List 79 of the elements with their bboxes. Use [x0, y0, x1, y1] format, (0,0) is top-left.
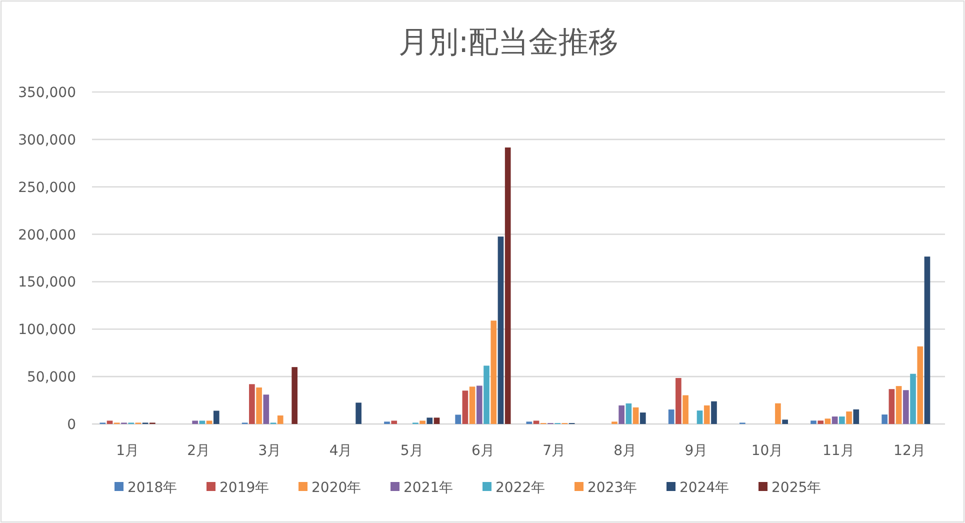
bar [206, 420, 212, 424]
bar [434, 418, 440, 424]
bar [391, 420, 398, 424]
bar [846, 411, 852, 424]
legend-label: 2022年 [496, 480, 546, 496]
x-tick-label: 4月 [329, 443, 352, 459]
bar [249, 384, 255, 424]
bar [640, 412, 646, 424]
bar [292, 367, 298, 424]
bar [632, 407, 639, 424]
bar [910, 374, 916, 424]
bar [462, 390, 468, 424]
y-tick-label: 350,000 [18, 85, 76, 101]
bar [356, 402, 362, 424]
bar [626, 403, 632, 424]
bar [618, 405, 624, 424]
bar [853, 409, 860, 424]
x-tick-label: 6月 [471, 443, 494, 459]
legend-label: 2019年 [220, 480, 270, 496]
bar [106, 420, 113, 424]
bar [192, 420, 198, 424]
bar [263, 394, 270, 424]
bar [782, 420, 788, 424]
bar [277, 415, 284, 424]
bar [455, 414, 461, 424]
bar [426, 418, 433, 424]
y-tick-label: 150,000 [18, 274, 76, 291]
legend-label: 2018年 [128, 480, 178, 496]
bar [469, 386, 476, 424]
bar [824, 418, 831, 424]
legend-label: 2020年 [312, 480, 362, 496]
x-tick-label: 1月 [116, 443, 140, 459]
bar [199, 420, 206, 424]
bar [476, 386, 482, 424]
x-tick-label: 12月 [894, 443, 926, 459]
bar [696, 410, 703, 424]
bar [818, 420, 824, 424]
bar [504, 147, 511, 424]
bar [832, 416, 838, 424]
bar [676, 378, 682, 424]
bar [882, 414, 888, 424]
bar [704, 405, 710, 424]
y-tick-label: 50,000 [27, 370, 76, 386]
x-tick-label: 7月 [542, 443, 566, 459]
bar [888, 389, 895, 424]
bar [682, 395, 688, 424]
bar [533, 420, 540, 424]
bar [498, 236, 504, 424]
bar [668, 409, 674, 424]
legend-label: 2024年 [680, 480, 730, 496]
bar [420, 420, 426, 424]
x-tick-label: 10月 [751, 443, 784, 459]
legend-label: 2023年 [588, 480, 638, 496]
legend-label: 2025年 [772, 480, 822, 496]
bar [917, 346, 924, 424]
y-tick-label: 250,000 [18, 180, 76, 196]
y-tick-label: 0 [67, 417, 76, 433]
y-tick-label: 300,000 [18, 132, 76, 148]
x-tick-label: 11月 [822, 443, 854, 459]
bar [711, 401, 717, 424]
bar [775, 403, 781, 424]
bar [839, 416, 845, 424]
y-tick-label: 100,000 [18, 322, 76, 338]
bar [924, 256, 930, 424]
x-tick-label: 5月 [400, 443, 424, 459]
bar [896, 386, 902, 424]
x-tick-label: 8月 [614, 443, 637, 459]
bar [810, 420, 816, 424]
x-tick-label: 3月 [258, 443, 282, 459]
y-tick-label: 200,000 [18, 227, 76, 244]
chart-title: 月別:配当金推移 [398, 25, 619, 60]
bar [490, 320, 497, 424]
x-tick-label: 2月 [187, 443, 210, 459]
x-tick-label: 9月 [684, 443, 708, 459]
legend-label: 2021年 [404, 480, 454, 496]
bar [484, 366, 490, 424]
bar [256, 387, 262, 424]
bar [213, 410, 220, 424]
bar [902, 390, 909, 424]
